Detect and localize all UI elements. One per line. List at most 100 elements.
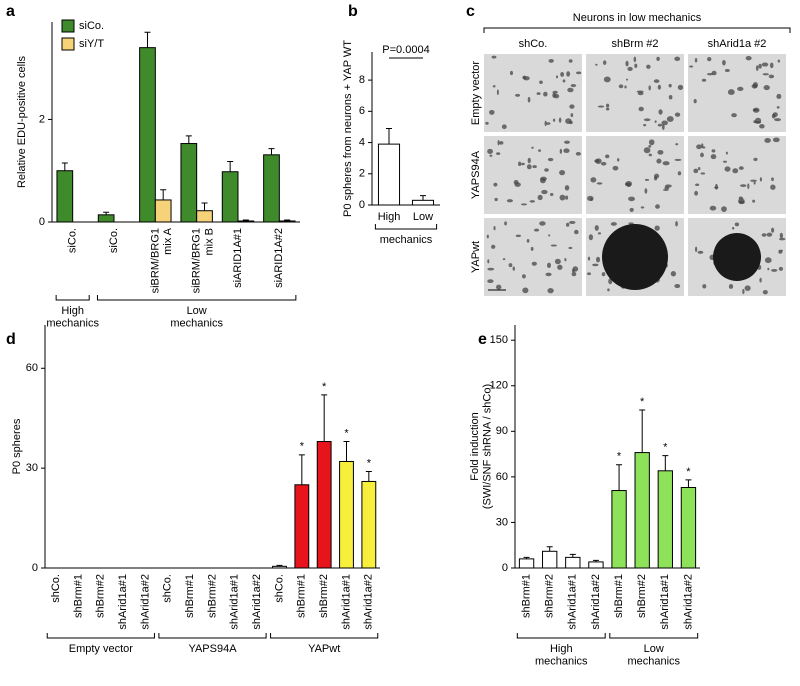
cell xyxy=(697,167,701,171)
x-tick-label: shCo. xyxy=(273,574,285,603)
group-bracket xyxy=(270,633,379,639)
bar xyxy=(180,143,198,223)
cell xyxy=(643,118,651,122)
cell xyxy=(565,195,569,200)
cell xyxy=(759,277,762,283)
bar xyxy=(139,47,156,223)
y-tick-label: 2 xyxy=(359,168,365,180)
significance-mark: * xyxy=(617,451,622,463)
cell xyxy=(654,173,660,179)
cell xyxy=(739,184,747,188)
cell xyxy=(732,226,735,230)
cell xyxy=(532,165,537,169)
x-tick-label: shArid1a#1 xyxy=(340,574,352,630)
cell xyxy=(552,118,556,122)
cell xyxy=(547,288,554,294)
cell xyxy=(560,72,565,77)
cell xyxy=(656,56,660,61)
sphere xyxy=(713,233,761,281)
bar xyxy=(97,214,115,223)
x-tick-label: shBrm#1 xyxy=(72,574,84,618)
cell xyxy=(779,237,786,241)
cell xyxy=(771,227,775,233)
cell xyxy=(776,93,782,99)
x-tick-label: shArid1a#2 xyxy=(251,574,263,630)
cell xyxy=(600,161,607,166)
cell xyxy=(522,274,526,279)
cell xyxy=(565,118,572,124)
cell xyxy=(531,146,534,149)
cell xyxy=(763,85,770,91)
y-tick-label: 150 xyxy=(490,334,508,346)
significance-mark: * xyxy=(344,427,349,439)
bar xyxy=(339,460,354,569)
cell xyxy=(618,84,624,89)
cell xyxy=(701,146,706,149)
cell xyxy=(724,69,730,72)
cell xyxy=(707,57,712,62)
cell xyxy=(531,261,537,266)
bar xyxy=(56,170,74,223)
cell xyxy=(597,232,602,235)
group-bracket xyxy=(609,633,699,639)
y-tick-label: 0 xyxy=(39,216,45,228)
cell xyxy=(628,196,635,202)
cell xyxy=(487,279,494,284)
cell xyxy=(737,86,744,92)
cell xyxy=(594,225,599,231)
y-tick-label: 30 xyxy=(496,516,508,528)
cell xyxy=(527,157,531,164)
cell xyxy=(633,56,637,63)
micrograph-bg xyxy=(484,218,582,296)
cell xyxy=(668,94,673,100)
x-tick-label: shBrm#1 xyxy=(520,574,532,618)
cell xyxy=(628,222,634,225)
cell xyxy=(634,63,638,69)
cell xyxy=(638,106,644,112)
cell xyxy=(489,109,495,115)
error-bar xyxy=(662,455,669,471)
error-bar xyxy=(227,160,234,172)
cell xyxy=(564,140,570,144)
cell xyxy=(662,188,669,191)
cell xyxy=(494,197,498,202)
cell xyxy=(734,222,740,227)
micrograph xyxy=(586,218,684,296)
cell xyxy=(768,74,775,79)
cell xyxy=(527,96,531,103)
cell xyxy=(627,66,633,72)
cell xyxy=(518,161,522,167)
cell xyxy=(603,60,607,65)
cell xyxy=(648,139,655,146)
micrograph xyxy=(586,136,684,214)
cell xyxy=(694,246,698,253)
micrograph xyxy=(688,54,786,132)
error-bar xyxy=(61,162,68,171)
panel-letter: a xyxy=(6,3,15,20)
cell xyxy=(592,263,599,267)
micrograph-bg xyxy=(688,136,786,214)
cell xyxy=(745,55,752,61)
cell xyxy=(554,258,561,265)
bar xyxy=(316,441,332,569)
cell xyxy=(587,195,594,201)
x-tick-label: shBrm#2 xyxy=(206,574,218,618)
cell xyxy=(617,158,620,162)
x-tick-label: High xyxy=(378,211,401,223)
cell xyxy=(590,177,597,183)
cell xyxy=(738,166,744,170)
cell xyxy=(553,93,560,99)
x-tick-label: siBRM/BRG1mix A xyxy=(149,227,174,293)
cell xyxy=(625,180,632,187)
cell xyxy=(530,246,534,251)
x-tick-label: shArid1a#2 xyxy=(682,574,694,630)
cell xyxy=(555,75,559,79)
cell xyxy=(778,250,783,254)
cell xyxy=(548,234,551,237)
panel-letter: b xyxy=(348,3,358,20)
cell xyxy=(492,85,496,88)
cell xyxy=(776,106,780,109)
y-tick-label: 8 xyxy=(359,74,365,86)
significance-mark: * xyxy=(300,441,305,453)
cell xyxy=(496,284,502,290)
